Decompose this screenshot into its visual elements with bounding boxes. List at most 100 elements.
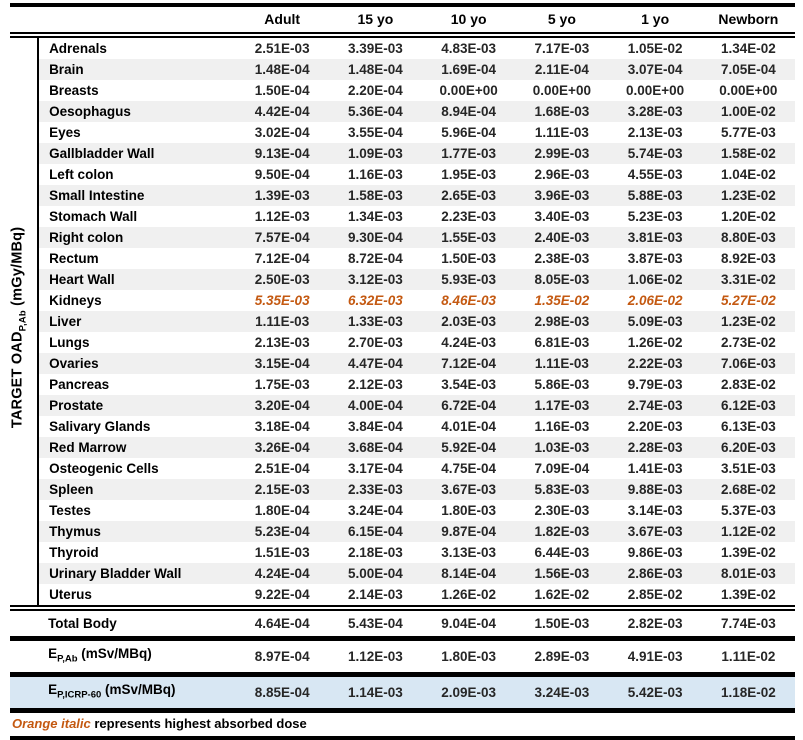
dose-value-cell: 1.11E-03 <box>534 125 589 140</box>
organ-name: Urinary Bladder Wall <box>38 563 236 584</box>
dose-value-cell: 5.23E-04 <box>235 521 329 542</box>
dose-value-cell: 1.39E-02 <box>720 587 776 602</box>
dose-value-cell: 3.55E-04 <box>348 125 403 140</box>
gutter-cell <box>10 185 40 206</box>
dose-value-cell: 4.24E-03 <box>441 335 497 350</box>
dose-value-cell: 2.23E-03 <box>441 209 497 224</box>
organ-row-eyes: Eyes 3.02E-04 3.55E-04 5.96E-04 1.11E-03 2.13… <box>10 122 795 143</box>
organ-row-uterus: Uterus 9.22E-04 2.14E-03 1.26E-02 1.62E-02 2.… <box>10 584 795 608</box>
organ-row-osteogenic-cells: Osteogenic Cells 2.51E-04 3.17E-04 4.75E-04… <box>10 458 795 479</box>
gutter-cell <box>10 101 40 122</box>
dose-value-cell: 2.14E-03 <box>348 587 403 602</box>
dose-value-cell: 7.05E-04 <box>701 59 795 80</box>
organ-name: Oesophagus <box>38 101 236 122</box>
footnote-text: represents highest absorbed dose <box>90 716 307 732</box>
dose-value-cell: 2.99E-03 <box>515 143 609 164</box>
dose-value-cell: 6.15E-04 <box>328 521 423 542</box>
organ-row-rectum: Rectum 7.12E-04 8.72E-04 1.50E-03 2.38E-03 3.… <box>10 248 795 269</box>
dose-value-cell: 2.82E-03 <box>608 605 702 639</box>
organ-name: Heart Wall <box>38 269 236 290</box>
gutter-cell <box>10 584 40 608</box>
dose-value-cell: 1.80E-03 <box>422 636 516 675</box>
dose-value-cell: 3.54E-03 <box>441 377 497 392</box>
organ-name: Pancreas <box>49 377 110 392</box>
dose-value-cell: 2.13E-03 <box>627 125 683 140</box>
dose-value-cell: 6.81E-03 <box>534 335 590 350</box>
dose-table: Adult 15 yo 10 yo 5 yo 1 yo Newborn Adre… <box>10 3 795 714</box>
organ-row-thymus: Thymus 5.23E-04 6.15E-04 9.87E-04 1.82E-03 3.… <box>10 521 795 542</box>
axis-label-subscript: P,Ab <box>17 310 29 332</box>
dose-value-cell: 5.96E-04 <box>441 125 497 140</box>
row-label-ep-icrp60: EP,ICRP-60 (mSv/MBq) <box>38 671 236 714</box>
gutter-cell <box>10 164 40 185</box>
dose-value-cell: 1.33E-03 <box>328 311 423 332</box>
column-header-15yo: 15 yo <box>328 5 423 38</box>
organ-row-urinary-bladder-wall: Urinary Bladder Wall 4.24E-04 5.00E-04 8.14… <box>10 563 795 584</box>
dose-value-cell: 4.00E-04 <box>328 395 423 416</box>
axis-label-base: TARGET OAD <box>9 331 26 429</box>
organ-row-thyroid: Thyroid 1.51E-03 2.18E-03 3.13E-03 6.44E-03 9… <box>10 542 795 563</box>
organ-row-pancreas: Pancreas 1.75E-03 2.12E-03 3.54E-03 5.86E-03… <box>10 374 795 395</box>
dose-value-cell: 1.39E-03 <box>235 185 329 206</box>
organ-row-adrenals: Adrenals 2.51E-03 3.39E-03 4.83E-03 7.17E-03… <box>10 35 795 59</box>
dose-value-cell: 9.22E-04 <box>254 587 310 602</box>
dose-value-cell: 2.73E-02 <box>720 335 776 350</box>
dose-value-cell: 9.04E-04 <box>422 605 516 639</box>
dose-value-cell: 1.14E-03 <box>328 671 423 714</box>
gutter-cell <box>10 248 40 269</box>
dose-value-cell: 1.12E-03 <box>328 636 423 675</box>
organ-name: Left colon <box>49 167 114 182</box>
gutter-cell <box>10 563 40 584</box>
row-label-ep-ab: EP,Ab (mSv/MBq) <box>38 636 236 675</box>
dose-value-cell: 1.48E-04 <box>328 59 423 80</box>
effective-dose-icrp60-row: EP,ICRP-60 (mSv/MBq) 8.85E-04 1.14E-03 2.0… <box>10 671 795 714</box>
table-bottom-rule <box>10 736 795 740</box>
ep-ab-units: (mSv/MBq) <box>77 646 152 661</box>
dose-value-cell: 3.24E-04 <box>348 503 403 518</box>
dose-value-cell: 1.11E-03 <box>235 311 329 332</box>
dose-value-cell: 4.01E-04 <box>441 419 497 434</box>
dose-value-cell: 1.58E-03 <box>328 185 423 206</box>
organ-name: Lungs <box>49 335 90 350</box>
dose-value-cell: 2.51E-04 <box>254 461 310 476</box>
ep-icrp-units: (mSv/MBq) <box>101 681 176 697</box>
dose-value-cell: 1.34E-03 <box>348 209 403 224</box>
organ-name: Prostate <box>38 395 236 416</box>
dose-value-cell: 1.09E-03 <box>328 143 423 164</box>
dose-value-cell: 1.48E-04 <box>235 59 329 80</box>
dose-value-cell: 4.83E-03 <box>441 41 497 56</box>
dose-value-cell: 1.23E-02 <box>701 185 795 206</box>
dose-value-cell: 1.03E-03 <box>515 437 609 458</box>
dose-value-cell: 9.79E-03 <box>627 377 683 392</box>
dose-value-cell: 8.80E-03 <box>701 227 795 248</box>
dose-value-cell: 3.26E-04 <box>235 437 329 458</box>
dose-value-cell: 1.11E-03 <box>515 353 609 374</box>
gutter-cell <box>10 671 39 714</box>
dose-value-cell: 3.68E-04 <box>328 437 423 458</box>
dose-value-cell: 3.51E-03 <box>720 461 776 476</box>
dose-value-cell: 1.23E-02 <box>701 311 795 332</box>
dose-value-cell: 1.58E-02 <box>701 143 795 164</box>
organ-name: Uterus <box>49 587 92 602</box>
organ-row-right-colon: Right colon 7.57E-04 9.30E-04 1.55E-03 2.40E… <box>10 227 795 248</box>
dose-value-cell: 8.01E-03 <box>701 563 795 584</box>
organ-row-ovaries: Ovaries 3.15E-04 4.47E-04 7.12E-04 1.11E-03 2… <box>10 353 795 374</box>
dose-value-cell: 3.87E-03 <box>627 251 683 266</box>
dose-value-cell: 1.51E-03 <box>254 545 310 560</box>
dose-value-cell: 8.05E-03 <box>515 269 609 290</box>
dose-value-cell: 3.81E-03 <box>608 227 702 248</box>
dose-value-cell: 2.13E-03 <box>254 335 310 350</box>
dose-value-cell: 2.85E-02 <box>627 587 683 602</box>
header-organ-cell <box>38 5 236 38</box>
effective-dose-ab-row: EP,Ab (mSv/MBq) 8.97E-04 1.12E-03 1.80E-03… <box>10 636 795 675</box>
dose-value-cell: 2.11E-04 <box>515 59 609 80</box>
gutter-cell <box>10 395 40 416</box>
dose-value-cell: 9.50E-04 <box>254 167 310 182</box>
dose-value-cell: 1.12E-03 <box>254 209 310 224</box>
dose-value-cell: 1.55E-03 <box>422 227 516 248</box>
dose-value-cell: 1.75E-03 <box>254 377 310 392</box>
organ-row-kidneys: Kidneys 5.35E-03 6.32E-03 8.46E-03 1.35E-02 2… <box>10 290 795 311</box>
column-header-10yo: 10 yo <box>422 5 516 38</box>
dose-value-cell: 9.86E-03 <box>627 545 683 560</box>
